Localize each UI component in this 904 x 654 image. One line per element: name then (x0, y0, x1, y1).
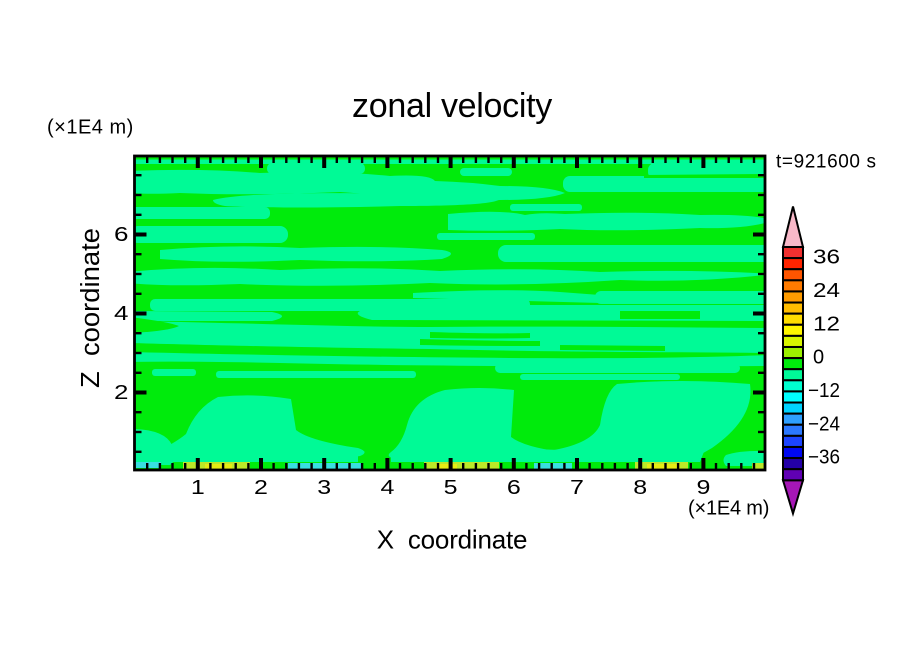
svg-text:(×1E4 m): (×1E4 m) (688, 498, 769, 520)
svg-text:X coordinate: X coordinate (377, 525, 528, 555)
svg-text:0: 0 (813, 347, 829, 369)
svg-text:24: 24 (813, 280, 840, 302)
svg-text:zonal velocity: zonal velocity (352, 87, 552, 125)
svg-text:3: 3 (317, 476, 331, 498)
svg-text:t=921600 s: t=921600 s (776, 152, 877, 173)
svg-text:9: 9 (696, 476, 710, 498)
svg-text:12: 12 (813, 313, 840, 335)
svg-text:1: 1 (191, 476, 205, 498)
svg-text:Z coordinate: Z coordinate (77, 228, 105, 388)
svg-text:6: 6 (114, 223, 128, 245)
svg-text:6: 6 (507, 476, 521, 498)
svg-text:4: 4 (114, 302, 129, 324)
svg-text:−24: −24 (808, 413, 840, 435)
svg-text:5: 5 (444, 476, 458, 498)
svg-text:(×1E4 m): (×1E4 m) (47, 117, 134, 139)
svg-text:36: 36 (813, 247, 840, 269)
svg-text:−36: −36 (808, 447, 840, 469)
svg-text:4: 4 (380, 476, 394, 498)
svg-text:2: 2 (254, 476, 268, 498)
svg-text:8: 8 (633, 476, 647, 498)
svg-text:−12: −12 (808, 380, 840, 402)
svg-text:7: 7 (570, 476, 584, 498)
svg-text:2: 2 (114, 381, 128, 403)
